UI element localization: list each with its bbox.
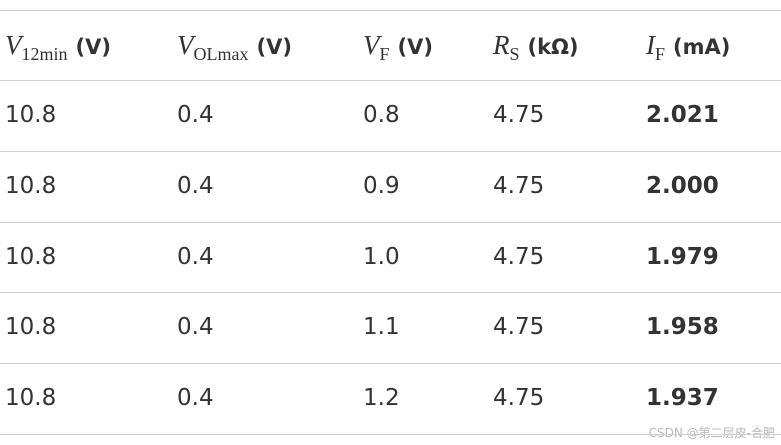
unit: (V) <box>75 35 111 59</box>
header-cell: VF (V) <box>363 30 433 64</box>
math-subscript: S <box>509 44 520 64</box>
header-cell: VOLmax (V) <box>177 30 292 64</box>
table-cell: 0.4 <box>177 385 214 411</box>
math-symbol: I <box>646 30 655 60</box>
table-cell: 4.75 <box>493 173 545 199</box>
math-subscript: OLmax <box>193 44 249 64</box>
table-cell: 1.937 <box>646 385 719 411</box>
table-cell: 10.8 <box>5 173 57 199</box>
header-cell: IF (mA) <box>646 30 731 64</box>
table-cell: 2.021 <box>646 102 719 128</box>
math-symbol: V <box>177 30 194 60</box>
unit: (V) <box>397 35 433 59</box>
row-divider <box>0 10 781 11</box>
math-symbol: V <box>5 30 22 60</box>
unit: (V) <box>256 35 292 59</box>
row-divider <box>0 80 781 81</box>
table-cell: 4.75 <box>493 385 545 411</box>
row-divider <box>0 434 781 435</box>
table-cell: 0.8 <box>363 102 400 128</box>
table-cell: 0.4 <box>177 173 214 199</box>
row-divider <box>0 363 781 364</box>
table-cell: 1.2 <box>363 385 400 411</box>
table-cell: 10.8 <box>5 244 57 270</box>
table-cell: 1.1 <box>363 314 400 340</box>
table-cell: 4.75 <box>493 244 545 270</box>
header-cell: RS (kΩ) <box>493 30 579 64</box>
row-divider <box>0 222 781 223</box>
watermark: CSDN @第二层皮-合肥 <box>648 426 775 440</box>
table-cell: 0.4 <box>177 314 214 340</box>
math-symbol: V <box>363 30 380 60</box>
row-divider <box>0 292 781 293</box>
table-cell: 1.0 <box>363 244 400 270</box>
table-cell: 10.8 <box>5 385 57 411</box>
table-cell: 0.4 <box>177 244 214 270</box>
math-subscript: F <box>655 44 666 64</box>
table-cell: 10.8 <box>5 102 57 128</box>
row-divider <box>0 151 781 152</box>
table-cell: 1.958 <box>646 314 719 340</box>
table-cell: 10.8 <box>5 314 57 340</box>
table-cell: 0.4 <box>177 102 214 128</box>
math-subscript: F <box>379 44 390 64</box>
math-symbol: R <box>493 30 510 60</box>
table-cell: 4.75 <box>493 314 545 340</box>
table-cell: 0.9 <box>363 173 400 199</box>
math-subscript: 12min <box>21 44 68 64</box>
unit: (kΩ) <box>527 35 579 59</box>
unit: (mA) <box>673 35 731 59</box>
table-cell: 1.979 <box>646 244 719 270</box>
header-cell: V12min (V) <box>5 30 111 64</box>
table-cell: 4.75 <box>493 102 545 128</box>
table-cell: 2.000 <box>646 173 719 199</box>
